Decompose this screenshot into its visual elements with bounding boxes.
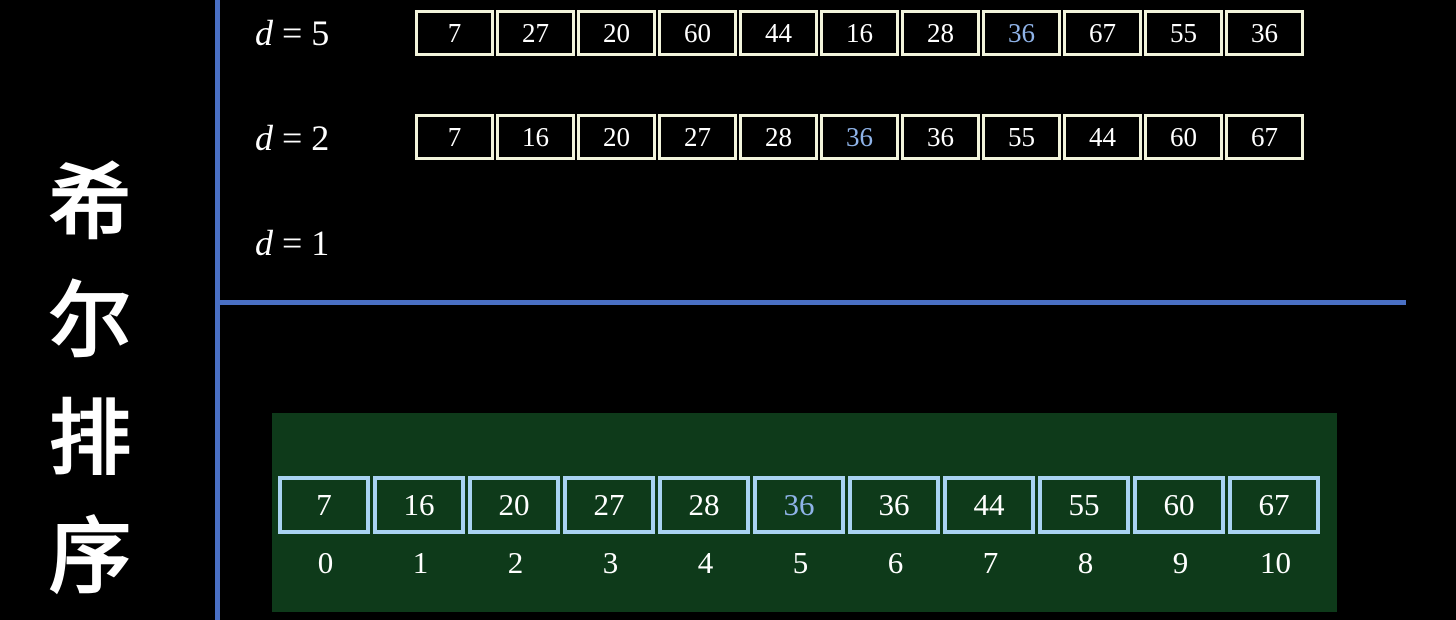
array-cell: 67 [1063, 10, 1142, 56]
array-cell: 36 [901, 114, 980, 160]
index-row: 0 1 2 3 4 5 6 7 8 9 10 [278, 545, 1323, 581]
array-row-d5: 7 27 20 60 44 16 28 36 67 55 36 [415, 10, 1306, 56]
array-cell: 67 [1228, 476, 1320, 534]
index-label: 2 [507, 545, 524, 580]
array-cell: 20 [468, 476, 560, 534]
horizontal-divider [215, 300, 1406, 305]
sorted-array: 7 16 20 27 28 36 36 44 55 60 67 [278, 476, 1323, 534]
index-label: 0 [317, 545, 334, 580]
index-label: 10 [1260, 545, 1291, 580]
array-cell: 60 [658, 10, 737, 56]
result-panel: 7 16 20 27 28 36 36 44 55 60 67 0 1 2 3 4 5 6 7 8 9 10 [272, 413, 1337, 612]
index-label: 9 [1172, 545, 1189, 580]
array-cell: 36 [848, 476, 940, 534]
array-cell: 55 [1144, 10, 1223, 56]
array-cell: 27 [658, 114, 737, 160]
array-cell: 7 [278, 476, 370, 534]
gap-label-d2: d = 2 [255, 118, 330, 158]
page-title: 希尔排序 [48, 156, 131, 605]
array-cell: 55 [1038, 476, 1130, 534]
array-cell: 20 [577, 114, 656, 160]
array-cell: 67 [1225, 114, 1304, 160]
index-label: 7 [982, 545, 999, 580]
index-label: 1 [412, 545, 429, 580]
array-cell: 16 [820, 10, 899, 56]
array-cell: 55 [982, 114, 1061, 160]
array-cell: 28 [901, 10, 980, 56]
array-cell: 7 [415, 10, 494, 56]
array-cell: 36 [1225, 10, 1304, 56]
array-cell: 7 [415, 114, 494, 160]
array-row-d2: 7 16 20 27 28 36 36 55 44 60 67 [415, 114, 1306, 160]
index-label: 8 [1077, 545, 1094, 580]
index-label: 3 [602, 545, 619, 580]
gap-label-d1: d = 1 [255, 223, 330, 263]
array-cell: 28 [658, 476, 750, 534]
array-cell: 36 [753, 476, 845, 534]
array-cell: 27 [496, 10, 575, 56]
array-cell: 36 [820, 114, 899, 160]
array-cell: 28 [739, 114, 818, 160]
index-label: 5 [792, 545, 809, 580]
index-label: 6 [887, 545, 904, 580]
array-cell: 44 [943, 476, 1035, 534]
array-cell: 44 [739, 10, 818, 56]
index-label: 4 [697, 545, 714, 580]
array-cell: 16 [373, 476, 465, 534]
array-cell: 60 [1144, 114, 1223, 160]
array-cell: 36 [982, 10, 1061, 56]
array-cell: 20 [577, 10, 656, 56]
array-cell: 60 [1133, 476, 1225, 534]
array-cell: 44 [1063, 114, 1142, 160]
array-cell: 27 [563, 476, 655, 534]
array-cell: 16 [496, 114, 575, 160]
gap-label-d5: d = 5 [255, 13, 330, 53]
vertical-divider [215, 0, 220, 620]
